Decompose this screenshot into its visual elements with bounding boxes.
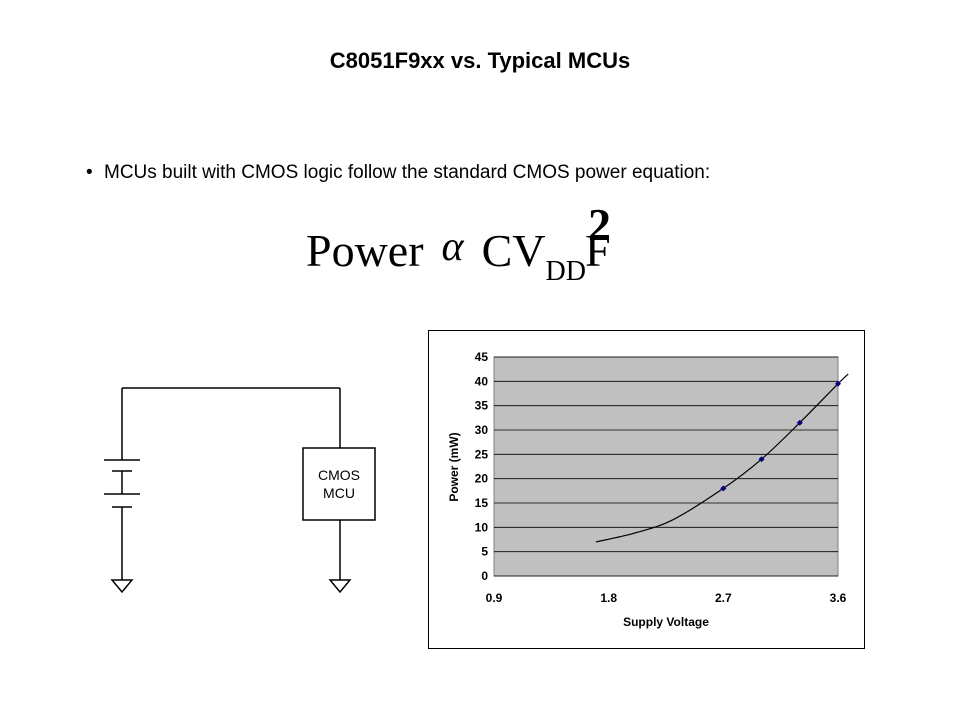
y-tick-label: 35 <box>475 399 489 413</box>
x-axis-label: Supply Voltage <box>623 615 709 629</box>
power-equation: Power α CVDD2F <box>306 199 637 287</box>
y-tick-label: 45 <box>475 350 489 364</box>
y-tick-label: 0 <box>481 569 488 583</box>
y-tick-label: 20 <box>475 472 489 486</box>
y-tick-label: 15 <box>475 496 489 510</box>
mcu-label-line2: MCU <box>323 485 355 501</box>
equation-power: Power <box>306 225 424 276</box>
cmos-mcu-box <box>302 447 376 521</box>
bullet-text: MCUs built with CMOS logic follow the st… <box>104 162 711 183</box>
y-tick-label: 10 <box>475 520 489 534</box>
circuit-diagram: CMOS MCU <box>104 387 376 594</box>
y-tick-label: 40 <box>475 374 489 388</box>
x-tick-labels: 0.9 1.8 2.7 3.6 <box>486 591 847 605</box>
gridlines <box>494 356 838 577</box>
equation-superscript-2: 2 <box>587 199 611 250</box>
data-point <box>835 380 841 387</box>
equation-subscript-dd: DD <box>545 256 586 287</box>
y-tick-label: 25 <box>475 447 489 461</box>
y-tick-labels: 0 5 10 15 20 25 30 35 40 45 <box>475 350 489 583</box>
equation-f: F <box>584 225 611 276</box>
y-axis-label: Power (mW) <box>447 432 461 501</box>
x-tick-label: 2.7 <box>715 591 732 605</box>
y-tick-label: 5 <box>481 545 488 559</box>
slide-title: C8051F9xx vs. Typical MCUs <box>329 48 631 73</box>
plot-area <box>493 356 839 577</box>
x-tick-label: 3.6 <box>830 591 847 605</box>
proportional-symbol: α <box>441 224 464 270</box>
equation-cv: CV <box>481 225 546 276</box>
ground-symbol-right <box>328 579 352 594</box>
bullet-item: • MCUs built with CMOS logic follow the s… <box>86 162 710 184</box>
x-tick-label: 1.8 <box>600 591 617 605</box>
data-point <box>720 485 727 492</box>
x-tick-label: 0.9 <box>486 591 503 605</box>
ground-symbol-left <box>110 579 134 594</box>
data-points <box>720 380 841 492</box>
trend-line <box>595 373 849 543</box>
power-vs-voltage-chart: 0 5 10 15 20 25 30 35 40 45 0.9 1.8 2.7 3.6 Supply V… <box>428 330 865 649</box>
data-point <box>796 419 803 426</box>
bullet-dot: • <box>86 162 93 183</box>
data-point <box>758 456 765 463</box>
mcu-label-line1: CMOS <box>318 467 360 483</box>
y-tick-label: 30 <box>475 423 489 437</box>
